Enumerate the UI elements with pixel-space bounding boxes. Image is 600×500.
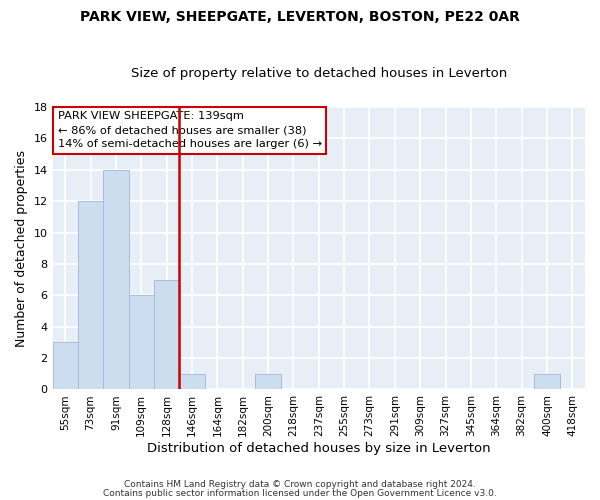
Bar (179, 374, 205, 390)
Text: Contains public sector information licensed under the Open Government Licence v3: Contains public sector information licen… (103, 488, 497, 498)
Bar (103, 170, 128, 390)
Bar (78, 201, 103, 390)
Text: Contains HM Land Registry data © Crown copyright and database right 2024.: Contains HM Land Registry data © Crown c… (124, 480, 476, 489)
Y-axis label: Number of detached properties: Number of detached properties (15, 150, 28, 347)
Bar (534, 374, 560, 390)
Text: PARK VIEW SHEEPGATE: 139sqm
← 86% of detached houses are smaller (38)
14% of sem: PARK VIEW SHEEPGATE: 139sqm ← 86% of det… (58, 112, 322, 150)
Bar (256, 374, 281, 390)
Bar (128, 296, 154, 390)
X-axis label: Distribution of detached houses by size in Leverton: Distribution of detached houses by size … (147, 442, 491, 455)
Title: Size of property relative to detached houses in Leverton: Size of property relative to detached ho… (131, 66, 507, 80)
Text: PARK VIEW, SHEEPGATE, LEVERTON, BOSTON, PE22 0AR: PARK VIEW, SHEEPGATE, LEVERTON, BOSTON, … (80, 10, 520, 24)
Bar (53, 342, 78, 390)
Bar (154, 280, 179, 390)
